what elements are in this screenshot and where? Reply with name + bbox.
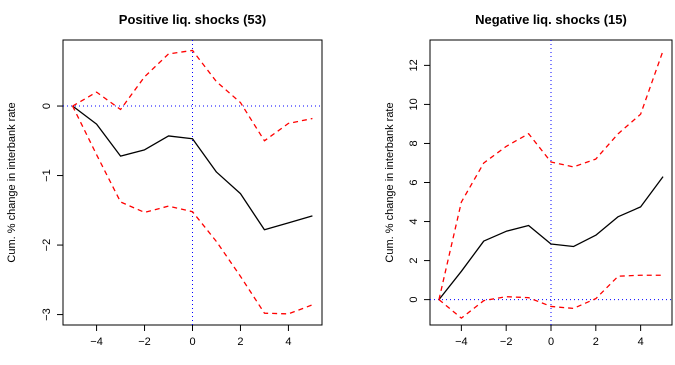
series-line-lower-band <box>438 274 664 319</box>
y-tick-label: 2 <box>408 258 420 264</box>
x-tick-label: 0 <box>189 336 195 348</box>
chart-title: Negative liq. shocks (15) <box>475 12 627 27</box>
y-tick-label: −2 <box>41 239 53 252</box>
series-line-lower-band <box>72 105 313 315</box>
series-line-estimate <box>72 105 313 231</box>
y-tick-label: 6 <box>408 179 420 185</box>
series-line-estimate <box>438 176 664 301</box>
y-tick-label: 8 <box>408 140 420 146</box>
x-tick-label: 0 <box>548 336 554 348</box>
y-axis-label: Cum. % change in interbank rate <box>6 102 18 262</box>
x-tick-label: −2 <box>500 336 513 348</box>
y-tick-label: 0 <box>41 103 53 109</box>
y-tick-label: 0 <box>408 297 420 303</box>
x-tick-label: −4 <box>455 336 468 348</box>
plot-frame <box>429 39 673 326</box>
panel-negative-liq-shocks: Negative liq. shocks (15) Cum. % change … <box>384 12 673 348</box>
plot-area <box>63 40 322 325</box>
plot-area <box>430 40 672 325</box>
plot-frame <box>62 39 323 326</box>
y-axis-label: Cum. % change in interbank rate <box>384 102 396 262</box>
y-tick-label: 12 <box>408 59 420 71</box>
y-tick-label: −3 <box>41 308 53 321</box>
series-line-upper-band <box>72 49 313 142</box>
y-tick-label: 4 <box>408 218 420 224</box>
x-tick-label: 4 <box>285 336 291 348</box>
x-tick-label: −4 <box>90 336 103 348</box>
panel-positive-liq-shocks: Positive liq. shocks (53) Cum. % change … <box>6 12 323 348</box>
y-tick-label: −1 <box>41 169 53 182</box>
series-line-upper-band <box>438 50 664 300</box>
x-tick-label: 2 <box>593 336 599 348</box>
y-tick-label: 10 <box>408 98 420 110</box>
x-tick-label: −2 <box>138 336 151 348</box>
chart-title: Positive liq. shocks (53) <box>119 12 266 27</box>
x-tick-label: 4 <box>638 336 644 348</box>
x-tick-label: 2 <box>237 336 243 348</box>
